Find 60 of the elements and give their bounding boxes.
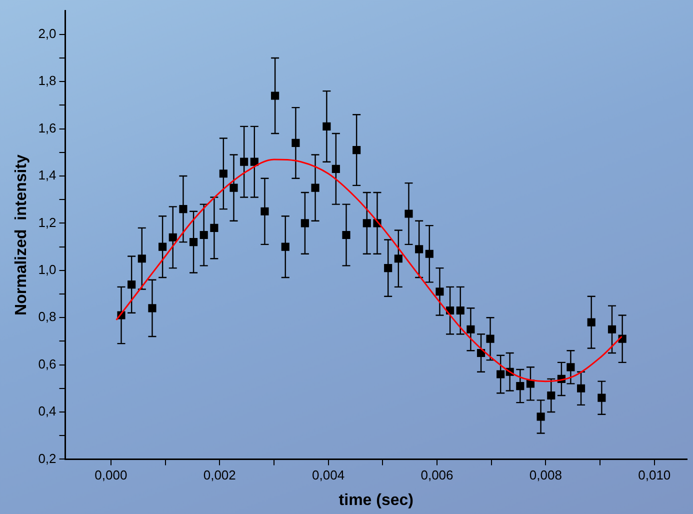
point (189, 238, 198, 246)
y-tick-label: 0,6 (38, 356, 56, 372)
point (219, 170, 228, 178)
point (415, 245, 424, 254)
point (352, 146, 361, 154)
point (342, 230, 350, 240)
y-tick-label: 1,2 (38, 214, 56, 230)
point (179, 205, 188, 214)
point (158, 242, 167, 251)
y-tick-label: 1,0 (38, 262, 56, 277)
point (496, 370, 505, 378)
x-tick-label: 0,010 (638, 468, 671, 483)
point (311, 184, 320, 192)
point (210, 224, 218, 232)
point (547, 391, 556, 400)
y-tick-label: 1,8 (38, 73, 56, 88)
point (598, 394, 606, 402)
y-tick-label: 0,8 (38, 309, 56, 324)
point (404, 210, 413, 218)
point (425, 250, 434, 258)
point (466, 325, 475, 334)
point (384, 264, 392, 272)
point (250, 158, 258, 166)
point (138, 254, 146, 263)
point (200, 230, 208, 240)
x-tick-label: 0,008 (529, 468, 562, 483)
point (436, 288, 444, 296)
point (292, 138, 300, 147)
point (230, 184, 238, 192)
point (486, 334, 494, 343)
point (128, 280, 136, 289)
point (168, 233, 177, 242)
point (576, 384, 586, 392)
point (240, 158, 248, 166)
point (587, 318, 596, 326)
point (456, 306, 464, 315)
x-tick-label: 0,004 (312, 468, 345, 483)
y-tick-label: 1,6 (38, 120, 56, 136)
y-tick-label: 1,4 (38, 168, 56, 183)
x-tick-label: 0,002 (203, 468, 236, 483)
point (148, 304, 156, 312)
y-axis-title: Normalized intensity (13, 154, 30, 316)
point (281, 242, 290, 251)
point (322, 122, 331, 130)
point (566, 363, 575, 372)
y-tick-label: 2,0 (38, 26, 56, 41)
x-tick-label: 0,006 (420, 468, 454, 483)
point (260, 207, 269, 216)
x-axis-title: time (sec) (338, 492, 414, 509)
y-tick-label: 0,2 (38, 450, 56, 466)
x-tick-label: 0,000 (94, 468, 128, 483)
point (332, 164, 340, 173)
point (394, 254, 402, 263)
point (516, 382, 524, 390)
y-tick-label: 0,4 (38, 404, 56, 419)
point (300, 219, 309, 228)
point (362, 219, 371, 228)
point (608, 325, 616, 334)
point (536, 412, 545, 421)
point (271, 92, 280, 100)
